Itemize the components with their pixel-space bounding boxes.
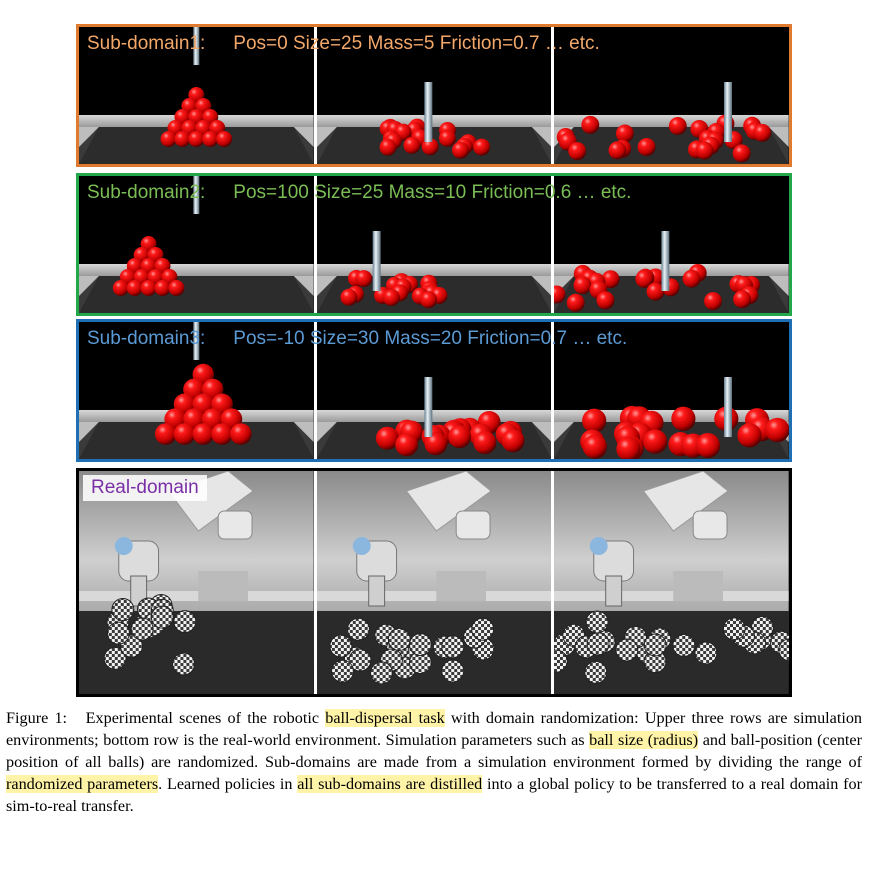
real-frame — [79, 471, 314, 694]
sub-domain3-panel: Sub-domain3: Pos=-10 Size=30 Mass=20 Fric… — [76, 319, 792, 462]
caption-text-1: Experimental scenes of the robotic — [85, 709, 326, 727]
sub-domain1-title: Sub-domain1: — [87, 33, 206, 54]
sub-domain2-params: Pos=100 Size=25 Mass=10 Friction=0.6 … e… — [233, 182, 632, 203]
real-frame — [316, 471, 552, 694]
sim-frame — [316, 27, 552, 164]
sub-domain3-label: Sub-domain3: Pos=-10 Size=30 Mass=20 Fric… — [87, 328, 627, 350]
sub-domain1-panel: Sub-domain1: Pos=0 Size=25 Mass=5 Frictio… — [76, 24, 792, 167]
caption-highlight-1: ball-dispersal task — [325, 709, 445, 727]
caption-text-5: into a global policy to be transferred t… — [6, 775, 862, 815]
sub-domain1-params: Pos=0 Size=25 Mass=5 Friction=0.7 … etc. — [233, 33, 600, 54]
caption-text-3: and ball-position (center position of al… — [6, 731, 862, 771]
caption-text-4: . Learned policies in — [158, 775, 298, 793]
sim-frame — [554, 176, 789, 313]
real-domain-panel: Real-domain — [76, 468, 792, 697]
caption-prefix: Figure 1: — [6, 709, 68, 727]
sub-domain3-params: Pos=-10 Size=30 Mass=20 Friction=0.7 … e… — [233, 328, 628, 349]
caption-highlight-3: randomized parameters — [6, 775, 159, 793]
caption-text-2: with domain randomization: Upper three r… — [6, 709, 863, 749]
sub-domain2-panel: Sub-domain2: Pos=100 Size=25 Mass=10 Fric… — [76, 173, 792, 316]
sim-frame — [79, 27, 314, 164]
sub-domain3-title: Sub-domain3: — [87, 328, 206, 349]
sim-frame — [554, 27, 789, 164]
sim-frame — [316, 322, 552, 459]
sub-domain1-label: Sub-domain1: Pos=0 Size=25 Mass=5 Frictio… — [87, 33, 600, 55]
real-domain-label: Real-domain — [83, 475, 207, 501]
caption-highlight-4: all sub-domains are distilled — [297, 775, 483, 793]
sub-domain2-label: Sub-domain2: Pos=100 Size=25 Mass=10 Fric… — [87, 182, 631, 204]
real-frame — [554, 471, 789, 694]
sim-frame — [316, 176, 552, 313]
figure-caption: Figure 1: Experimental scenes of the rob… — [6, 707, 862, 817]
caption-highlight-2: ball size (radius) — [589, 731, 699, 749]
sim-frame — [79, 176, 314, 313]
sim-frame — [79, 322, 314, 459]
sim-frame — [554, 322, 789, 459]
sub-domain2-title: Sub-domain2: — [87, 182, 206, 203]
